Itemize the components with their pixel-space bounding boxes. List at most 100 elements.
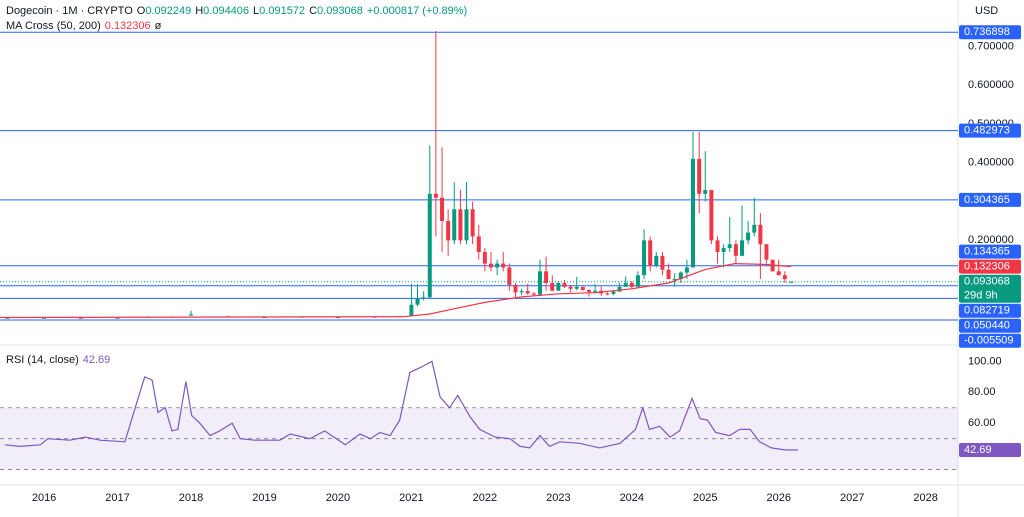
symbol-title: Dogecoin · 1M · CRYPTO	[6, 5, 133, 17]
candle-body	[666, 269, 671, 280]
candle-body	[611, 291, 616, 294]
rsi-last-label: 42.69	[964, 444, 992, 456]
level-label-box	[959, 244, 1021, 259]
candle-body	[495, 263, 500, 268]
candle-body	[525, 291, 530, 294]
candle-body	[513, 284, 518, 293]
level-label: 0.482973	[964, 125, 1010, 137]
candle-body	[452, 209, 457, 241]
ohlc-label: L	[253, 5, 260, 17]
candle-body	[115, 317, 120, 319]
x-tick-label: 2018	[179, 492, 203, 504]
candle-body	[580, 286, 585, 290]
last-price-label: 0.093068	[964, 276, 1010, 288]
candle-body	[605, 293, 610, 295]
candle-body	[727, 244, 732, 249]
candle-body	[678, 272, 683, 280]
x-tick-label: 2024	[620, 492, 644, 504]
candle-body	[458, 209, 463, 241]
candle-body	[684, 267, 689, 273]
rsi-tick-label: 60.00	[968, 417, 996, 429]
ohlc-label: C	[309, 5, 318, 17]
candle-body	[537, 271, 542, 295]
candle-body	[568, 286, 573, 289]
candle-body	[776, 271, 781, 276]
level-label: 0.736898	[964, 26, 1010, 38]
candle-body	[415, 298, 420, 305]
candle-body	[507, 267, 512, 285]
candle-body	[586, 289, 591, 292]
candle-body	[476, 236, 481, 252]
x-tick-label: 2022	[473, 492, 497, 504]
candle-body	[42, 317, 47, 319]
level-label: -0.005509	[964, 335, 1014, 347]
y-tick-label: 0.400000	[968, 157, 1014, 169]
ohlc-value: 0.094406	[203, 5, 250, 17]
candle-body	[635, 275, 640, 287]
candle-body	[782, 275, 787, 280]
candle-body	[335, 317, 340, 319]
candle-body	[562, 282, 567, 287]
candle-body	[629, 282, 634, 287]
candle-body	[672, 279, 677, 281]
ma-legend: MA Cross (50, 200) 0.132306 ø	[6, 20, 165, 32]
x-tick-label: 2027	[840, 492, 864, 504]
candle-body	[488, 263, 493, 268]
ma-label-box	[959, 259, 1021, 274]
candle-body	[427, 193, 432, 298]
x-tick-label: 2026	[767, 492, 791, 504]
candle-body	[764, 244, 769, 260]
y-tick-label: 0.700000	[968, 40, 1014, 52]
rsi-tick-label: 80.00	[968, 386, 996, 398]
candle-body	[470, 209, 475, 237]
x-tick-label: 2023	[546, 492, 570, 504]
rsi-legend: RSI (14, close) 42.69	[6, 354, 114, 366]
ma-symbol: ø	[154, 20, 162, 32]
level-label-box	[959, 303, 1021, 318]
x-tick-label: 2020	[326, 492, 350, 504]
candle-body	[648, 240, 653, 266]
last-price-label-box	[959, 274, 1021, 303]
ohlc-value: 0.091572	[259, 5, 306, 17]
level-label-box	[959, 192, 1021, 207]
level-label: 0.134365	[964, 245, 1010, 257]
candle-body	[189, 314, 194, 316]
x-tick-label: 2028	[913, 492, 937, 504]
candle-body	[593, 290, 598, 292]
x-tick-label: 2019	[252, 492, 276, 504]
candle-body	[660, 255, 665, 270]
candle-body	[262, 317, 267, 319]
candle-body	[691, 158, 696, 268]
candle-body	[544, 271, 549, 283]
x-tick-label: 2025	[693, 492, 717, 504]
ohlc-label: H	[195, 5, 204, 17]
candle-body	[482, 251, 487, 264]
candle-body	[746, 232, 751, 241]
level-label-box	[959, 25, 1021, 40]
rsi-label-box	[959, 442, 1021, 457]
change: +0.000817 (+0.89%)	[366, 5, 468, 17]
candle-body	[715, 240, 720, 252]
x-tick-label: 2021	[399, 492, 423, 504]
level-label-box	[959, 333, 1021, 348]
candle-body	[789, 281, 794, 283]
candle-body	[409, 304, 414, 317]
rsi-name: RSI (14, close)	[6, 354, 79, 366]
rsi-tick-label: 100.00	[968, 355, 1002, 367]
candle-body	[709, 189, 714, 241]
candle-body	[721, 248, 726, 252]
currency: USD	[975, 5, 998, 17]
ohlc-value: 0.093068	[317, 5, 363, 17]
candle-body	[733, 244, 738, 256]
rsi-line	[5, 360, 798, 451]
symbol-legend: Dogecoin · 1M · CRYPTO O0.092249 H0.094406…	[6, 5, 471, 17]
level-label-box	[959, 318, 1021, 333]
candle-body	[574, 286, 579, 289]
candle-body	[623, 282, 628, 287]
level-label-box	[959, 123, 1021, 138]
candle-body	[617, 286, 622, 292]
candle-body	[519, 291, 524, 293]
level-label: 0.082719	[964, 305, 1010, 317]
level-label: 0.050440	[964, 320, 1010, 332]
